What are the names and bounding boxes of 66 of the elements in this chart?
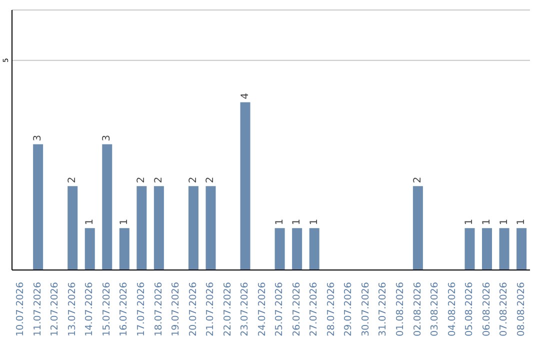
data-label: 1 — [516, 218, 528, 226]
data-label: 2 — [136, 176, 148, 184]
bar — [292, 228, 302, 270]
x-tick-label: 08.08.2026 — [516, 282, 527, 336]
x-tick-label: 17.07.2026 — [136, 282, 147, 336]
x-tick-label: 26.07.2026 — [291, 282, 302, 336]
bar — [33, 144, 44, 270]
x-tick-label: 05.08.2026 — [464, 282, 476, 336]
x-tick-label: 11.07.2026 — [32, 282, 44, 336]
x-tick-label: 27.07.2026 — [308, 282, 320, 336]
x-tick-label: 24.07.2026 — [256, 282, 268, 336]
bar — [68, 186, 78, 270]
x-tick-label: 28.07.2026 — [326, 282, 337, 336]
bar — [274, 228, 285, 270]
x-tick-label: 06.08.2026 — [481, 282, 492, 336]
x-tick-label: 18.07.2026 — [153, 282, 164, 336]
x-tick-label: 29.07.2026 — [343, 282, 354, 336]
bar — [102, 144, 112, 270]
data-label: 1 — [118, 218, 130, 226]
x-tick-label: 13.07.2026 — [66, 282, 78, 336]
data-label: 1 — [464, 218, 476, 226]
data-label: 2 — [67, 176, 78, 184]
bar — [412, 186, 423, 270]
bar — [154, 186, 164, 270]
data-label: 3 — [102, 134, 113, 142]
data-label: 1 — [308, 218, 320, 226]
x-tick-label: 31.07.2026 — [378, 282, 389, 336]
x-tick-label: 12.07.2026 — [50, 282, 61, 336]
data-label: 3 — [32, 134, 44, 142]
x-tick-label: 03.08.2026 — [430, 282, 441, 336]
bar — [84, 228, 95, 270]
x-tick-label: 10.07.2026 — [15, 282, 26, 336]
data-label: 1 — [274, 218, 286, 226]
data-label: 1 — [482, 218, 492, 226]
data-label: 2 — [205, 176, 216, 184]
bar — [464, 228, 475, 270]
data-label: 1 — [498, 218, 510, 226]
x-tick-label: 25.07.2026 — [274, 282, 286, 336]
bar — [482, 228, 492, 270]
x-tick-label: 04.08.2026 — [446, 282, 458, 336]
x-tick-label: 02.08.2026 — [412, 282, 424, 336]
bar — [188, 186, 198, 270]
bar — [136, 186, 147, 270]
x-tick-label: 21.07.2026 — [205, 282, 216, 336]
x-tick-label: 22.07.2026 — [222, 282, 234, 336]
bar — [499, 228, 510, 270]
x-tick-label: 15.07.2026 — [101, 282, 112, 336]
x-tick-label: 16.07.2026 — [118, 282, 130, 336]
x-tick-label: 19.07.2026 — [170, 282, 182, 336]
data-label: 1 — [292, 218, 303, 226]
bar — [516, 228, 527, 270]
data-label: 1 — [84, 218, 96, 226]
x-tick-label: 01.08.2026 — [395, 282, 406, 336]
bar — [206, 186, 216, 270]
data-label: 4 — [240, 92, 251, 100]
data-label: 2 — [412, 176, 424, 184]
x-tick-label: 20.07.2026 — [188, 282, 199, 336]
data-label: 2 — [188, 176, 199, 184]
x-tick-label: 30.07.2026 — [360, 282, 372, 336]
bar — [119, 228, 130, 270]
data-label: 2 — [153, 176, 164, 184]
x-tick-label: 14.07.2026 — [84, 282, 96, 336]
bar — [309, 228, 320, 270]
bar — [240, 102, 250, 270]
x-tick-label: 23.07.2026 — [240, 282, 251, 336]
x-tick-label: 07.08.2026 — [498, 282, 510, 336]
